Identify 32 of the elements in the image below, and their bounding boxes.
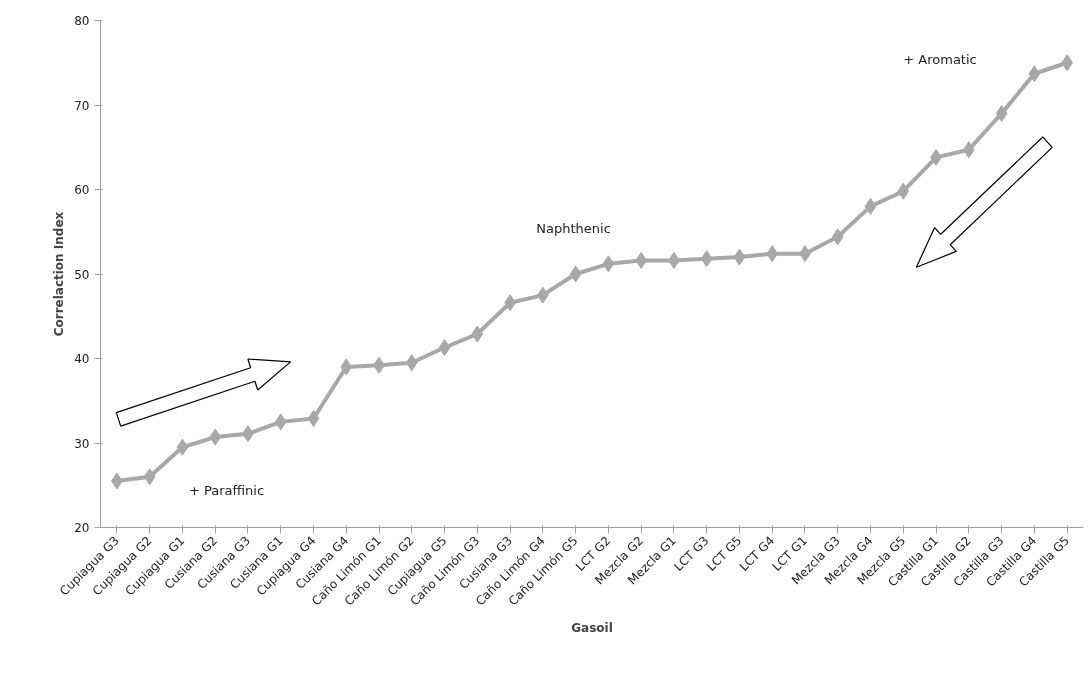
point (471, 325, 484, 343)
point (1028, 65, 1041, 83)
y-tick-label: 20 (74, 521, 90, 535)
y-tick-label: 40 (74, 352, 90, 366)
y-tick-label: 70 (74, 98, 90, 113)
annotation: + Aromatic (903, 51, 977, 67)
point (897, 182, 910, 200)
point (962, 141, 975, 159)
point (995, 104, 1008, 122)
y-tick-label: 30 (74, 436, 90, 451)
point (864, 197, 877, 215)
point (405, 354, 418, 372)
point (733, 248, 746, 266)
annotation: + Paraffinic (188, 482, 265, 498)
point (438, 339, 451, 357)
point (569, 265, 582, 283)
annotation: Naphthenic (536, 220, 611, 236)
point (209, 428, 222, 446)
point (700, 250, 713, 268)
point (602, 255, 615, 273)
point (274, 413, 287, 431)
y-tick-label: 80 (74, 14, 90, 28)
y-tick-label: 60 (74, 183, 90, 197)
point (831, 228, 844, 246)
point (340, 358, 353, 376)
point (143, 468, 156, 486)
point (307, 409, 320, 427)
y-axis-title: Correlaction Index (52, 211, 67, 337)
point (766, 245, 779, 263)
point (176, 438, 189, 456)
x-axis-title: Gasoil (571, 621, 613, 636)
y-tick-label: 50 (74, 267, 90, 282)
